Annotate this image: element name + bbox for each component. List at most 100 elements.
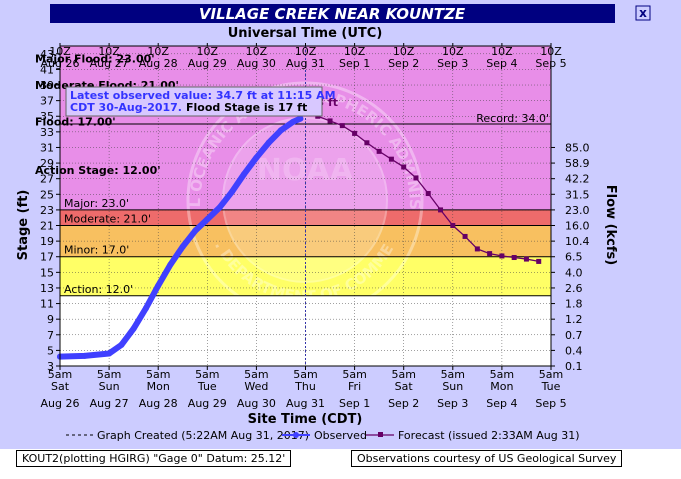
x-tick-time: 5am bbox=[48, 368, 72, 381]
y-tick-label: 9 bbox=[47, 313, 54, 326]
flow-tick-label: 1.8 bbox=[565, 298, 583, 311]
latest-value-line2: CDT 30-Aug-2017. Flood Stage is 17 ft bbox=[70, 101, 307, 114]
x-top-tick-time: 10Z bbox=[98, 45, 120, 58]
y-tick-label: 35 bbox=[40, 110, 54, 123]
flow-tick-label: 10.4 bbox=[565, 235, 590, 248]
threshold-label-major: Major: 23.0' bbox=[64, 197, 129, 210]
legend-forecast-marker bbox=[378, 432, 383, 437]
y-tick-label: 27 bbox=[40, 173, 54, 186]
left-flood-label: Major Flood: 23.00' bbox=[35, 52, 155, 65]
y-tick-label: 21 bbox=[40, 220, 54, 233]
threshold-label-action: Action: 12.0' bbox=[64, 283, 133, 296]
forecast-point bbox=[462, 233, 468, 239]
y-tick-label: 39 bbox=[40, 79, 54, 92]
x-tick-day: Fri bbox=[348, 380, 361, 393]
left-flood-label: Action Stage: 12.00' bbox=[35, 164, 161, 177]
latest-flood-stage: Flood Stage is 17 ft bbox=[186, 101, 307, 114]
x-tick-time: 5am bbox=[441, 368, 465, 381]
x-tick-day: Wed bbox=[244, 380, 268, 393]
y-tick-label: 17 bbox=[40, 251, 54, 264]
y-tick-label: 41 bbox=[40, 63, 54, 76]
flow-tick-label: 0.4 bbox=[565, 344, 583, 357]
forecast-point bbox=[536, 258, 542, 264]
forecast-point bbox=[376, 148, 382, 154]
forecast-point bbox=[450, 223, 456, 229]
x-top-tick-time: 10Z bbox=[295, 45, 317, 58]
observed-point bbox=[130, 325, 137, 332]
observed-point bbox=[81, 352, 88, 359]
forecast-point bbox=[487, 251, 493, 257]
x-top-tick-time: 10Z bbox=[49, 45, 71, 58]
x-top-tick-time: 10Z bbox=[246, 45, 268, 58]
observed-point bbox=[204, 216, 211, 223]
x-tick-date: Sep 4 bbox=[486, 397, 517, 410]
title-bar bbox=[50, 4, 615, 23]
x-top-tick-date: Sep 5 bbox=[535, 57, 566, 70]
forecast-point bbox=[327, 118, 333, 124]
x-tick-date: Sep 5 bbox=[535, 397, 566, 410]
x-tick-time: 5am bbox=[244, 368, 268, 381]
observed-point bbox=[297, 115, 304, 122]
y-tick-label: 11 bbox=[40, 298, 54, 311]
x-tick-date: Aug 28 bbox=[139, 397, 178, 410]
close-button[interactable] bbox=[635, 5, 651, 21]
x-tick-time: 5am bbox=[293, 368, 317, 381]
x-tick-date: Aug 27 bbox=[90, 397, 129, 410]
forecast-point bbox=[438, 207, 444, 213]
x-tick-date: Sep 2 bbox=[388, 397, 419, 410]
x-tick-day: Sat bbox=[51, 380, 70, 393]
x-tick-date: Sep 1 bbox=[339, 397, 370, 410]
x-tick-time: 5am bbox=[97, 368, 121, 381]
observed-point bbox=[192, 227, 199, 234]
forecast-point bbox=[364, 140, 370, 146]
legend-observed-marker bbox=[293, 432, 299, 438]
x-tick-date: Aug 29 bbox=[188, 397, 227, 410]
y-tick-label: 5 bbox=[47, 344, 54, 357]
y-tick-label: 23 bbox=[40, 204, 54, 217]
x-tick-day: Thu bbox=[294, 380, 316, 393]
x-tick-time: 5am bbox=[490, 368, 514, 381]
flow-tick-label: 6.5 bbox=[565, 251, 583, 264]
observed-point bbox=[228, 188, 235, 195]
x-top-tick-time: 10Z bbox=[344, 45, 366, 58]
x-tick-date: Sep 3 bbox=[437, 397, 468, 410]
observed-point bbox=[179, 243, 186, 250]
x-top-tick-date: Sep 2 bbox=[388, 57, 419, 70]
y-tick-label: 43 bbox=[40, 48, 54, 61]
forecast-point bbox=[401, 164, 407, 170]
legend: Graph Created (5:22AM Aug 31, 2017) Obse… bbox=[66, 429, 580, 442]
y-tick-label: 15 bbox=[40, 266, 54, 279]
y-tick-label: 31 bbox=[40, 141, 54, 154]
x-top-tick-date: Aug 29 bbox=[188, 57, 227, 70]
legend-graph-created: Graph Created (5:22AM Aug 31, 2017) bbox=[97, 429, 309, 442]
legend-forecast: Forecast (issued 2:33AM Aug 31) bbox=[398, 429, 580, 442]
observed-point bbox=[241, 171, 248, 177]
legend-observed: Observed bbox=[314, 429, 367, 442]
observed-point bbox=[290, 118, 297, 125]
y-tick-label: 7 bbox=[47, 329, 54, 342]
y-tick-label: 3 bbox=[47, 360, 54, 373]
x-top-tick-time: 10Z bbox=[197, 45, 219, 58]
forecast-point bbox=[511, 255, 517, 261]
latest-value-line1: Latest observed value: 34.7 ft at 11:15 … bbox=[70, 89, 336, 102]
y-tick-label: 37 bbox=[40, 95, 54, 108]
x-tick-time: 5am bbox=[342, 368, 366, 381]
flow-tick-label: 23.0 bbox=[565, 204, 590, 217]
observed-point bbox=[167, 261, 174, 268]
threshold-label-minor: Minor: 17.0' bbox=[64, 244, 129, 257]
x-tick-time: 5am bbox=[539, 368, 563, 381]
close-icon[interactable]: x bbox=[639, 6, 647, 20]
x-top-tick-time: 10Z bbox=[393, 45, 415, 58]
threshold-label-moderate: Moderate: 21.0' bbox=[64, 213, 151, 226]
x-top-tick-date: Aug 31 bbox=[286, 57, 325, 70]
flow-tick-label: 31.5 bbox=[565, 188, 590, 201]
x-tick-day: Sun bbox=[442, 380, 463, 393]
x-top-tick-time: 10Z bbox=[540, 45, 562, 58]
forecast-point bbox=[352, 130, 358, 136]
observed-point bbox=[265, 139, 272, 146]
y-tick-label: 19 bbox=[40, 235, 54, 248]
stage-axis-label: Stage (ft) bbox=[16, 190, 31, 261]
x-tick-date: Aug 30 bbox=[237, 397, 276, 410]
